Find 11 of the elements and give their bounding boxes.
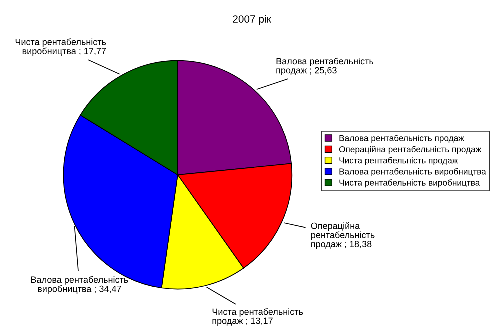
data-label: Операційна рентабельність продаж ; 18,38 xyxy=(311,222,375,250)
data-label: Валова рентабельність продаж ; 25,63 xyxy=(276,58,374,76)
chart-title: 2007 рік xyxy=(233,15,272,26)
legend-label: Операційна рентабельність продаж xyxy=(339,146,482,154)
legend-label: Чиста рентабельність виробництва xyxy=(340,180,480,188)
legend-label: Валова рентабельність виробництва xyxy=(340,168,486,176)
data-label: Чиста рентабельність продаж ; 13,17 xyxy=(212,308,304,326)
data-label: Валова рентабельність виробництва ; 34,47 xyxy=(32,276,128,294)
legend-label: Чиста рентабельність продаж xyxy=(340,157,458,166)
legend-label: Валова рентабельність продаж xyxy=(340,134,464,144)
data-label: Чиста рентабельність виробництва ; 17,77 xyxy=(16,38,106,56)
